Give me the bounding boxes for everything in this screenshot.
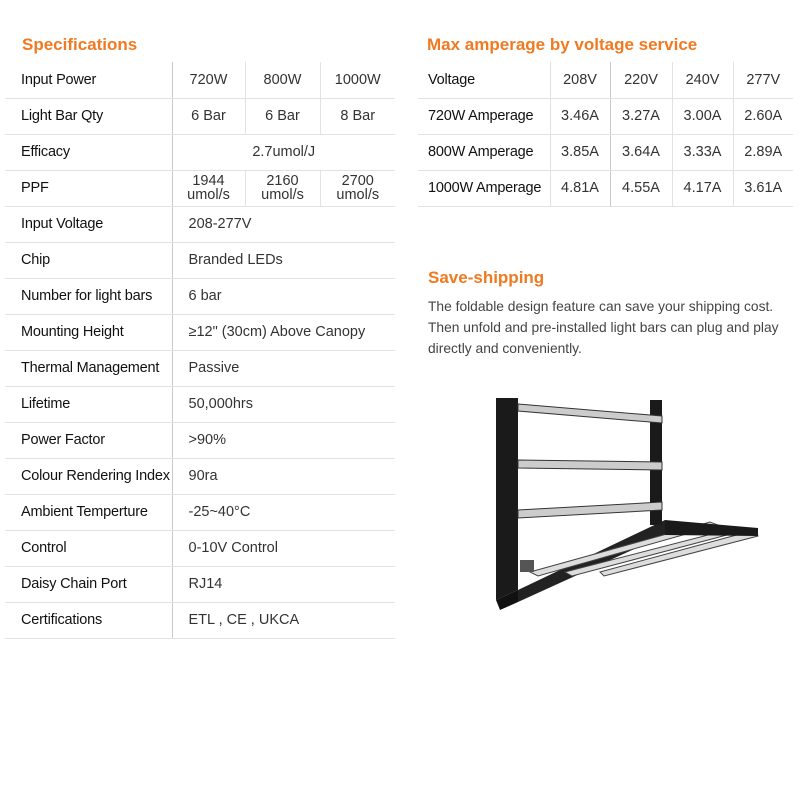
spec-row: Light Bar Qty 6 Bar 6 Bar 8 Bar bbox=[5, 98, 395, 135]
amperage-value: 2.89A bbox=[732, 134, 793, 171]
amperage-value: 3.85A bbox=[549, 134, 610, 171]
spec-value: 8 Bar bbox=[319, 98, 395, 135]
amperage-row: 800W Amperage 3.85A 3.64A 3.33A 2.89A bbox=[418, 134, 793, 171]
spec-value: 50,000hrs bbox=[171, 386, 395, 423]
spec-label: Input Voltage bbox=[5, 206, 172, 243]
spec-row: Mounting Height ≥12" (30cm) Above Canopy bbox=[5, 314, 395, 351]
spec-row: Certifications ETL , CE , UKCA bbox=[5, 602, 395, 639]
amperage-value: 3.00A bbox=[671, 98, 733, 135]
spec-row: Input Power 720W 800W 1000W bbox=[5, 62, 395, 99]
spec-value: 90ra bbox=[171, 458, 395, 495]
spec-value: 1944 umol/s bbox=[171, 170, 245, 207]
spec-row: Power Factor >90% bbox=[5, 422, 395, 459]
spec-value: 720W bbox=[171, 62, 245, 99]
spec-row: Thermal Management Passive bbox=[5, 350, 395, 387]
spec-value: RJ14 bbox=[171, 566, 395, 603]
amperage-value: 208V bbox=[549, 62, 610, 99]
amperage-label: 720W Amperage bbox=[418, 98, 550, 135]
spec-value: Passive bbox=[171, 350, 395, 387]
spec-label: Light Bar Qty bbox=[5, 98, 172, 135]
amperage-value: 3.64A bbox=[609, 134, 672, 171]
spec-label: PPF bbox=[5, 170, 172, 207]
spec-row: Efficacy 2.7umol/J bbox=[5, 134, 395, 171]
spec-value: Branded LEDs bbox=[171, 242, 395, 279]
amperage-row: 1000W Amperage 4.81A 4.55A 4.17A 3.61A bbox=[418, 170, 793, 207]
specifications-table: Input Power 720W 800W 1000W Light Bar Qty 6 B… bbox=[5, 62, 395, 639]
spec-value: 6 Bar bbox=[171, 98, 245, 135]
amperage-value: 277V bbox=[732, 62, 793, 99]
spec-label: Input Power bbox=[5, 62, 172, 99]
specifications-title: Specifications bbox=[22, 35, 138, 54]
spec-value: 800W bbox=[244, 62, 320, 99]
amperage-value: 4.55A bbox=[609, 170, 672, 207]
spec-row: Input Voltage 208-277V bbox=[5, 206, 395, 243]
spec-value: 1000W bbox=[319, 62, 395, 99]
amperage-title: Max amperage by voltage service bbox=[427, 35, 698, 54]
spec-label: Thermal Management bbox=[5, 350, 172, 387]
spec-label: Colour Rendering Index bbox=[5, 458, 172, 495]
spec-row: Colour Rendering Index 90ra bbox=[5, 458, 395, 495]
spec-row: PPF 1944 umol/s 2160 umol/s 2700 umol/s bbox=[5, 170, 395, 207]
amperage-value: 3.61A bbox=[732, 170, 793, 207]
spec-value: ≥12" (30cm) Above Canopy bbox=[171, 314, 395, 351]
save-shipping-text: The foldable design feature can save you… bbox=[428, 299, 779, 356]
amperage-label: 800W Amperage bbox=[418, 134, 550, 171]
spec-label: Certifications bbox=[5, 602, 172, 639]
amperage-label: Voltage bbox=[418, 62, 550, 99]
amperage-value: 4.81A bbox=[549, 170, 610, 207]
spec-row: Daisy Chain Port RJ14 bbox=[5, 566, 395, 603]
amperage-value: 240V bbox=[671, 62, 733, 99]
spec-value: >90% bbox=[171, 422, 395, 459]
spec-label: Number for light bars bbox=[5, 278, 172, 315]
spec-value: 208-277V bbox=[171, 206, 395, 243]
amperage-label: 1000W Amperage bbox=[418, 170, 550, 207]
amperage-value: 220V bbox=[609, 62, 672, 99]
amperage-value: 3.27A bbox=[609, 98, 672, 135]
save-shipping-title: Save-shipping bbox=[428, 268, 545, 287]
spec-row: Lifetime 50,000hrs bbox=[5, 386, 395, 423]
spec-label: Lifetime bbox=[5, 386, 172, 423]
spec-label: Daisy Chain Port bbox=[5, 566, 172, 603]
amperage-value: 2.60A bbox=[732, 98, 793, 135]
spec-value: 2.7umol/J bbox=[171, 134, 395, 171]
amperage-table: Voltage 208V 220V 240V 277V 720W Amperage 3.46… bbox=[418, 62, 793, 207]
amperage-value: 3.46A bbox=[549, 98, 610, 135]
spec-value: 6 Bar bbox=[244, 98, 320, 135]
spec-row: Control 0-10V Control bbox=[5, 530, 395, 567]
spec-value: 6 bar bbox=[171, 278, 395, 315]
spec-row: Number for light bars 6 bar bbox=[5, 278, 395, 315]
spec-label: Control bbox=[5, 530, 172, 567]
spec-label: Power Factor bbox=[5, 422, 172, 459]
amperage-row: 720W Amperage 3.46A 3.27A 3.00A 2.60A bbox=[418, 98, 793, 135]
spec-value: 0-10V Control bbox=[171, 530, 395, 567]
foldable-light-fixture-image bbox=[496, 398, 759, 610]
amperage-value: 4.17A bbox=[671, 170, 733, 207]
spec-value: 2700 umol/s bbox=[319, 170, 395, 207]
spec-label: Mounting Height bbox=[5, 314, 172, 351]
spec-value: 2160 umol/s bbox=[244, 170, 320, 207]
spec-label: Chip bbox=[5, 242, 172, 279]
spec-value: ETL , CE , UKCA bbox=[171, 602, 395, 639]
amperage-value: 3.33A bbox=[671, 134, 733, 171]
spec-row: Chip Branded LEDs bbox=[5, 242, 395, 279]
amperage-header-row: Voltage 208V 220V 240V 277V bbox=[418, 62, 793, 99]
spec-value: -25~40°C bbox=[171, 494, 395, 531]
spec-label: Ambient Temperture bbox=[5, 494, 172, 531]
spec-label: Efficacy bbox=[5, 134, 172, 171]
spec-row: Ambient Temperture -25~40°C bbox=[5, 494, 395, 531]
